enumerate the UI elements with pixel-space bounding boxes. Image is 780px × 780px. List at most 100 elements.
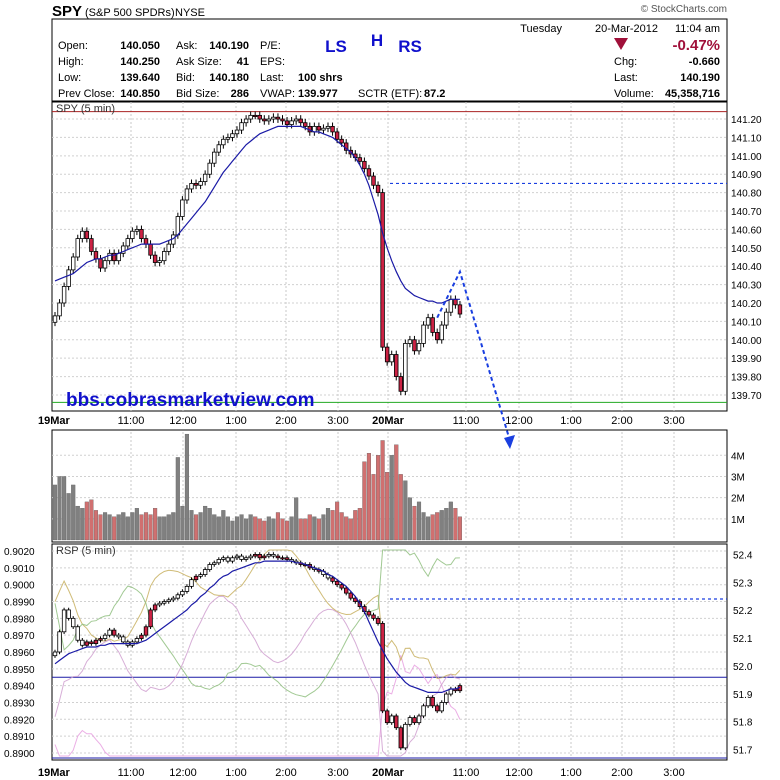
spy-panel-title: SPY (5 min) xyxy=(56,103,115,115)
volume-bar xyxy=(89,499,94,541)
price-candles xyxy=(52,111,463,396)
candle-body xyxy=(102,634,108,639)
volume-bar xyxy=(62,476,67,541)
volume-bar xyxy=(339,512,344,541)
candle-body xyxy=(75,238,80,258)
candle-body xyxy=(271,554,276,557)
x-tick-label: 1:00 xyxy=(225,767,246,779)
candle-body xyxy=(448,298,454,313)
candle-body xyxy=(316,125,322,131)
y-axis: 141.20 141.10 141.00 140.90 140.80 140.70 140.… xyxy=(4,115,762,760)
volume-tick-label: 2M xyxy=(731,494,745,505)
volume-bar xyxy=(134,508,139,541)
candle-body xyxy=(184,585,190,592)
volume-bar xyxy=(353,510,358,541)
volume-bar xyxy=(394,444,399,541)
rsp-left-tick-label: 0.8940 xyxy=(4,682,35,693)
volume-bar xyxy=(112,516,117,541)
volume-bar xyxy=(234,516,240,541)
candle-body xyxy=(230,133,235,138)
volume-bar xyxy=(389,455,394,541)
candle-body xyxy=(271,116,276,120)
candle-body xyxy=(334,131,340,140)
candle-body xyxy=(230,557,235,562)
volume-bar xyxy=(398,474,403,541)
candle-body xyxy=(98,258,103,269)
last2-label: Last: xyxy=(614,72,638,84)
day: Tuesday xyxy=(520,23,562,35)
volume-bar xyxy=(412,505,417,541)
volume-bar xyxy=(407,497,412,541)
candle-body xyxy=(71,256,76,271)
low-label: Low: xyxy=(58,72,81,84)
x-tick-label: 11:00 xyxy=(453,415,480,427)
volume-bar xyxy=(435,512,440,541)
y-tick-label: 140.80 xyxy=(731,189,762,200)
candle-body xyxy=(444,693,449,703)
candle-body xyxy=(139,229,144,240)
candle-body xyxy=(52,315,58,323)
x-tick-label: 12:00 xyxy=(169,415,197,427)
ratio-line xyxy=(54,549,460,698)
volume-bar xyxy=(403,480,408,541)
y-tick-label: 139.80 xyxy=(731,373,762,384)
volume-bar xyxy=(271,518,276,541)
y-tick-label: 140.30 xyxy=(731,281,762,292)
volume-bar xyxy=(207,508,212,541)
rsp-left-tick-label: 0.8920 xyxy=(4,715,35,726)
site-watermark: bbs.cobrasmarketview.com xyxy=(66,390,315,411)
candle-body xyxy=(66,609,71,619)
x-tick-label: 20Mar xyxy=(372,767,405,779)
candle-body xyxy=(202,173,208,182)
candle-body xyxy=(61,286,67,304)
candle-body xyxy=(394,715,399,729)
candle-body xyxy=(371,614,376,619)
candle-body xyxy=(257,554,262,559)
watermark: © StockCharts.com xyxy=(641,4,727,15)
volume-bar xyxy=(453,508,458,541)
candle-body xyxy=(221,138,226,146)
rsp-left-tick-label: 0.8900 xyxy=(4,749,35,760)
volume-bar xyxy=(239,514,244,541)
bid-label: Bid: xyxy=(176,72,195,84)
open-value: 140.050 xyxy=(120,40,160,52)
candle-body xyxy=(52,651,58,657)
rsp-right-tick-label: 52.1 xyxy=(733,634,753,645)
volume-bar xyxy=(116,514,121,541)
y-tick-label: 140.40 xyxy=(731,262,762,273)
volume-bar xyxy=(162,516,167,541)
volume-bar xyxy=(221,510,226,541)
x-tick-label: 3:00 xyxy=(327,767,348,779)
open-label: Open: xyxy=(58,40,88,52)
time: 11:04 am xyxy=(675,23,720,35)
y-tick-label: 139.70 xyxy=(731,391,762,402)
candle-body xyxy=(84,641,90,646)
candle-body xyxy=(334,580,340,586)
candle-body xyxy=(243,557,249,560)
candle-body xyxy=(425,697,431,707)
candle-body xyxy=(280,118,285,122)
volume-bar xyxy=(125,516,130,541)
symbol-name: (S&P 500 SPDRs) xyxy=(85,7,175,19)
volume-bar xyxy=(71,484,76,541)
candle-body xyxy=(266,554,272,557)
volume-bar xyxy=(121,512,126,541)
y-tick-label: 140.60 xyxy=(731,225,762,236)
y-tick-label: 141.00 xyxy=(731,152,762,163)
candle-body xyxy=(416,715,422,724)
candle-body xyxy=(394,354,399,377)
volume-bar xyxy=(84,501,89,541)
candle-body xyxy=(257,114,262,120)
candle-body xyxy=(252,114,258,117)
candle-body xyxy=(421,324,426,344)
candle-body xyxy=(89,641,94,644)
candle-body xyxy=(57,302,62,317)
volume-bar xyxy=(298,518,303,541)
volume-bar xyxy=(457,516,462,541)
volume-bar xyxy=(184,433,190,541)
candle-body xyxy=(102,260,108,269)
candle-body xyxy=(234,129,240,135)
volume-bar xyxy=(421,512,426,541)
volume-bar xyxy=(307,514,312,541)
rsp-right-tick-label: 52.3 xyxy=(733,578,753,589)
